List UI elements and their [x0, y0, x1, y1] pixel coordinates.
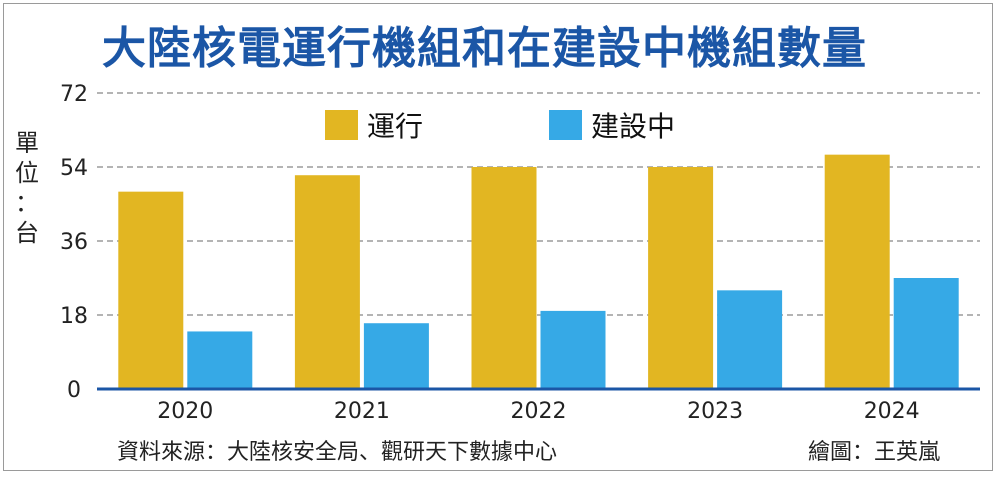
bars [118, 154, 959, 389]
axes: 0 18 36 54 72 2020 2021 2022 2023 2024 [60, 82, 980, 424]
x-tick-label: 2024 [864, 399, 920, 424]
y-tick-label: 0 [67, 378, 81, 403]
unit-char: 位 [15, 159, 39, 187]
unit-char: ： [15, 189, 39, 217]
legend: 運行 建設中 [325, 110, 675, 143]
source-note: 資料來源：大陸核安全局、觀研天下數據中心 [117, 440, 558, 465]
bar-under-construction-2024 [893, 278, 959, 389]
bar-operating-2021 [294, 175, 360, 389]
credit-note: 繪圖：王英嵐 [808, 440, 941, 465]
unit-char: 台 [15, 219, 39, 247]
bar-operating-2023 [648, 167, 714, 389]
y-tick-label: 36 [60, 230, 88, 255]
bar-under-construction-2020 [187, 331, 253, 389]
x-tick-label: 2020 [157, 399, 213, 424]
bar-operating-2020 [118, 191, 184, 389]
bar-under-construction-2021 [363, 323, 429, 389]
legend-swatch [549, 110, 582, 140]
unit-char: 單 [15, 129, 39, 157]
unit-label: 單 位 ： 台 [10, 128, 44, 248]
x-tick-label: 2022 [511, 399, 567, 424]
x-tick-label: 2021 [334, 399, 390, 424]
legend-swatch [325, 110, 358, 140]
y-tick-label: 18 [60, 304, 88, 329]
bar-operating-2024 [824, 154, 890, 389]
y-tick-label: 72 [60, 82, 88, 107]
x-tick-label: 2023 [687, 399, 743, 424]
bar-under-construction-2022 [540, 310, 606, 389]
bar-operating-2022 [471, 167, 537, 389]
legend-label: 建設中 [591, 110, 675, 143]
chart-title: 大陸核電運行機組和在建設中機組數量 [102, 23, 867, 74]
legend-label: 運行 [367, 110, 423, 143]
bar-under-construction-2023 [717, 290, 783, 389]
y-tick-label: 54 [60, 156, 88, 181]
